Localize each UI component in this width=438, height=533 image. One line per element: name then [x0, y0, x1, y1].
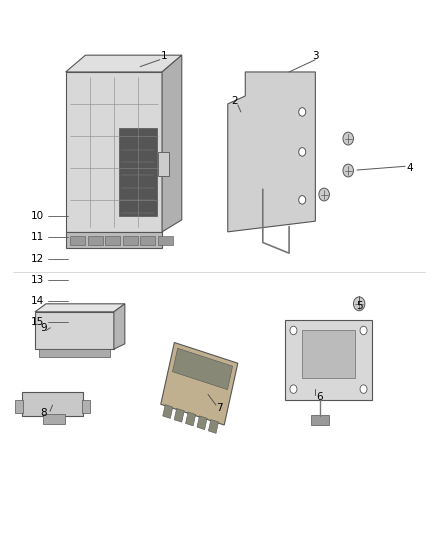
Text: 7: 7 [215, 403, 223, 413]
Bar [158, 236, 173, 245]
Circle shape [360, 326, 367, 335]
Bar [66, 232, 162, 248]
Polygon shape [66, 72, 162, 232]
Text: 13: 13 [31, 275, 44, 285]
Polygon shape [35, 304, 125, 312]
Text: 12: 12 [31, 254, 44, 263]
Text: 8: 8 [40, 408, 47, 418]
Bar [123, 236, 138, 245]
Bar [43, 414, 65, 424]
Circle shape [299, 108, 306, 116]
Circle shape [299, 196, 306, 204]
Polygon shape [161, 343, 238, 425]
Text: 6: 6 [316, 392, 323, 402]
Bar [15, 400, 23, 413]
Bar [105, 236, 120, 245]
Text: 5: 5 [356, 302, 363, 311]
Circle shape [319, 188, 329, 201]
Polygon shape [228, 72, 315, 232]
Circle shape [290, 326, 297, 335]
Bar [88, 236, 103, 245]
Circle shape [290, 385, 297, 393]
Text: 2: 2 [231, 96, 238, 106]
Text: 14: 14 [31, 296, 44, 306]
Circle shape [360, 385, 367, 393]
Bar [186, 412, 196, 426]
Bar [311, 415, 328, 425]
Circle shape [299, 148, 306, 156]
Bar [22, 392, 83, 416]
Text: 1: 1 [161, 51, 168, 61]
Bar [174, 408, 184, 422]
Text: 3: 3 [312, 51, 319, 61]
Bar [197, 416, 207, 430]
Bar [70, 236, 85, 245]
Circle shape [343, 132, 353, 145]
Text: 9: 9 [40, 323, 47, 333]
Text: 11: 11 [31, 232, 44, 242]
Bar [173, 348, 233, 390]
Bar [208, 419, 219, 433]
Bar [39, 349, 110, 357]
Bar [140, 236, 155, 245]
Bar [285, 320, 372, 400]
Bar [158, 152, 169, 176]
Text: 15: 15 [31, 318, 44, 327]
Bar [302, 330, 355, 378]
Bar [163, 405, 173, 418]
Polygon shape [66, 55, 182, 72]
Bar [82, 400, 90, 413]
Text: 10: 10 [31, 211, 44, 221]
Circle shape [353, 297, 365, 311]
Polygon shape [114, 304, 125, 349]
Polygon shape [35, 312, 114, 349]
Circle shape [343, 164, 353, 177]
Text: 4: 4 [406, 163, 413, 173]
Polygon shape [162, 55, 182, 232]
Bar [119, 128, 157, 216]
